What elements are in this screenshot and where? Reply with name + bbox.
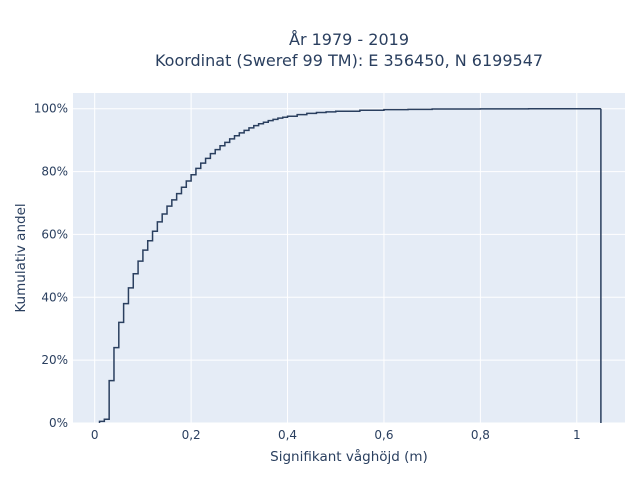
y-tick-label: 100% bbox=[34, 102, 68, 116]
y-axis-ticks: 0% 20% 40% 60% 80% 100% bbox=[34, 102, 68, 430]
plot-area bbox=[73, 93, 625, 423]
x-tick-label: 0,6 bbox=[374, 428, 393, 442]
cdf-step-line bbox=[98, 107, 602, 423]
x-axis-title: Signifikant våghöjd (m) bbox=[270, 448, 428, 465]
chart-title-line-1: År 1979 - 2019 bbox=[289, 30, 409, 49]
y-axis-title: Kumulativ andel bbox=[13, 203, 29, 312]
grid bbox=[73, 93, 625, 424]
x-axis-ticks: 0 0,2 0,4 0,6 0,8 1 bbox=[91, 428, 581, 442]
y-tick-label: 40% bbox=[41, 290, 68, 304]
x-tick-label: 0,8 bbox=[471, 428, 490, 442]
y-tick-label: 60% bbox=[41, 227, 68, 241]
chart-title-line-2: Koordinat (Sweref 99 TM): E 356450, N 61… bbox=[155, 51, 543, 70]
y-tick-label: 0% bbox=[49, 416, 68, 430]
x-tick-label: 0,2 bbox=[182, 428, 201, 442]
x-tick-label: 0,4 bbox=[278, 428, 297, 442]
x-tick-label: 0 bbox=[91, 428, 99, 442]
x-tick-label: 1 bbox=[573, 428, 581, 442]
series-group bbox=[98, 107, 602, 423]
y-tick-label: 20% bbox=[41, 353, 68, 367]
y-tick-label: 80% bbox=[41, 165, 68, 179]
